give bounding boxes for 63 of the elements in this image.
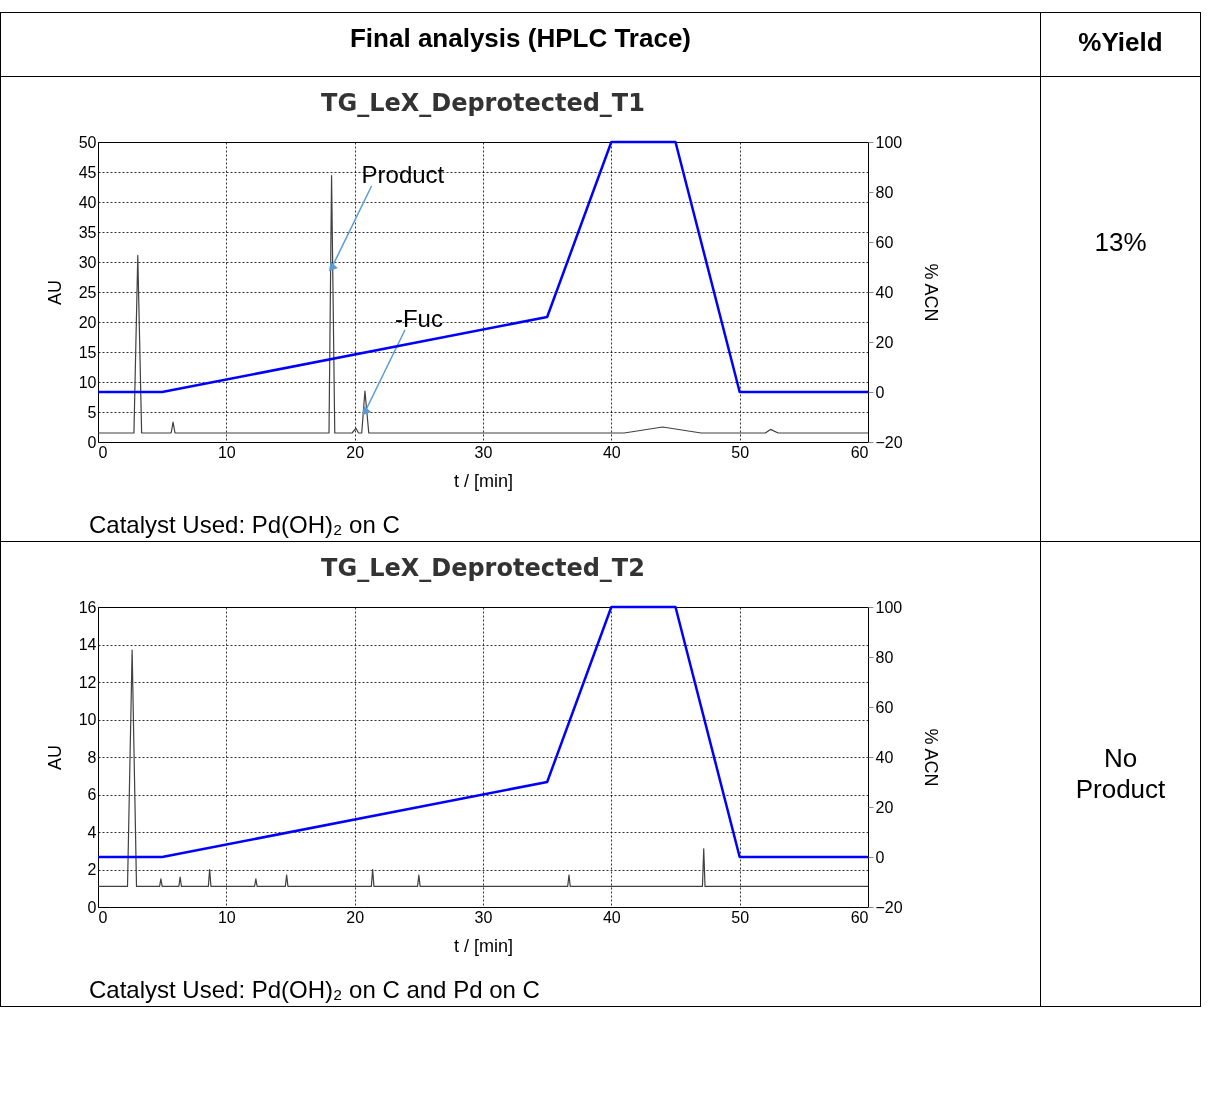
x-axis-title: t / [min] (453, 470, 514, 491)
x-tick-label: 30 (474, 908, 493, 926)
x-tick-label: 50 (731, 443, 750, 461)
chart-title: TG_LeX_Deprotected_T2 (321, 554, 645, 582)
y2-tick-label: 60 (875, 233, 894, 251)
x-axis-title: t / [min] (453, 935, 514, 956)
y-tick-label: 8 (87, 748, 97, 766)
y-tick-label: 30 (78, 253, 97, 271)
y2-tick-label: 40 (875, 283, 894, 301)
y-tick-label: 35 (78, 223, 97, 241)
y2-tick-label: 100 (875, 133, 903, 151)
y-axis-title: AU (44, 744, 65, 771)
y-axis-title: AU (44, 279, 65, 306)
y-tick-label: 12 (78, 673, 97, 691)
x-tick-label: 10 (217, 908, 236, 926)
y2-tick-label: −20 (875, 433, 903, 451)
y2-axis-title: % ACN (920, 728, 941, 787)
chart-title: TG_LeX_Deprotected_T1 (321, 89, 645, 117)
text: No Product (1040, 541, 1201, 1007)
y-tick-label: 10 (78, 373, 97, 391)
x-tick-label: 40 (602, 443, 621, 461)
x-tick-label: 40 (602, 908, 621, 926)
y-tick-label: 50 (78, 133, 97, 151)
y-tick-label: 20 (78, 313, 97, 331)
text: %Yield (1040, 12, 1201, 77)
y2-tick-label: 0 (875, 848, 885, 866)
y2-tick-label: 20 (875, 333, 894, 351)
y2-tick-label: 20 (875, 798, 894, 816)
x-tick-label: 60 (850, 443, 869, 461)
y2-tick-label: 40 (875, 748, 894, 766)
y2-tick-label: 0 (875, 383, 885, 401)
y-tick-label: 15 (78, 343, 97, 361)
y-tick-label: 5 (87, 403, 97, 421)
annotation: Product (361, 161, 445, 188)
y2-tick-label: 60 (875, 698, 894, 716)
x-tick-label: 20 (346, 443, 365, 461)
text: 13% (1040, 76, 1201, 542)
x-tick-label: 30 (474, 443, 493, 461)
annotation: -Fuc (394, 305, 443, 332)
y-tick-label: 4 (87, 823, 97, 841)
x-tick-label: 0 (98, 908, 108, 926)
y2-tick-label: 80 (875, 183, 894, 201)
y-tick-label: 2 (87, 861, 97, 878)
x-tick-label: 10 (217, 443, 236, 461)
y2-tick-label: −20 (875, 898, 903, 916)
x-tick-label: 60 (850, 908, 869, 926)
y-tick-label: 6 (87, 786, 97, 803)
y-tick-label: 40 (78, 193, 97, 211)
y-tick-label: 25 (78, 283, 97, 301)
y2-tick-label: 100 (875, 598, 903, 616)
text: Catalyst Used: Pd(OH)₂ on C and Pd on C (88, 976, 541, 1005)
y2-axis-title: % ACN (920, 263, 941, 322)
x-tick-label: 50 (731, 908, 750, 926)
text: Final analysis (HPLC Trace) (0, 12, 1041, 77)
y-tick-label: 16 (78, 598, 97, 616)
y-tick-label: 10 (78, 711, 97, 728)
y-tick-label: 14 (78, 636, 97, 653)
x-tick-label: 0 (98, 443, 108, 461)
line-series (97, 649, 869, 887)
y-tick-label: 45 (78, 163, 97, 181)
y2-tick-label: 80 (875, 648, 894, 666)
text: Catalyst Used: Pd(OH)₂ on C (88, 511, 401, 540)
x-tick-label: 20 (346, 908, 365, 926)
